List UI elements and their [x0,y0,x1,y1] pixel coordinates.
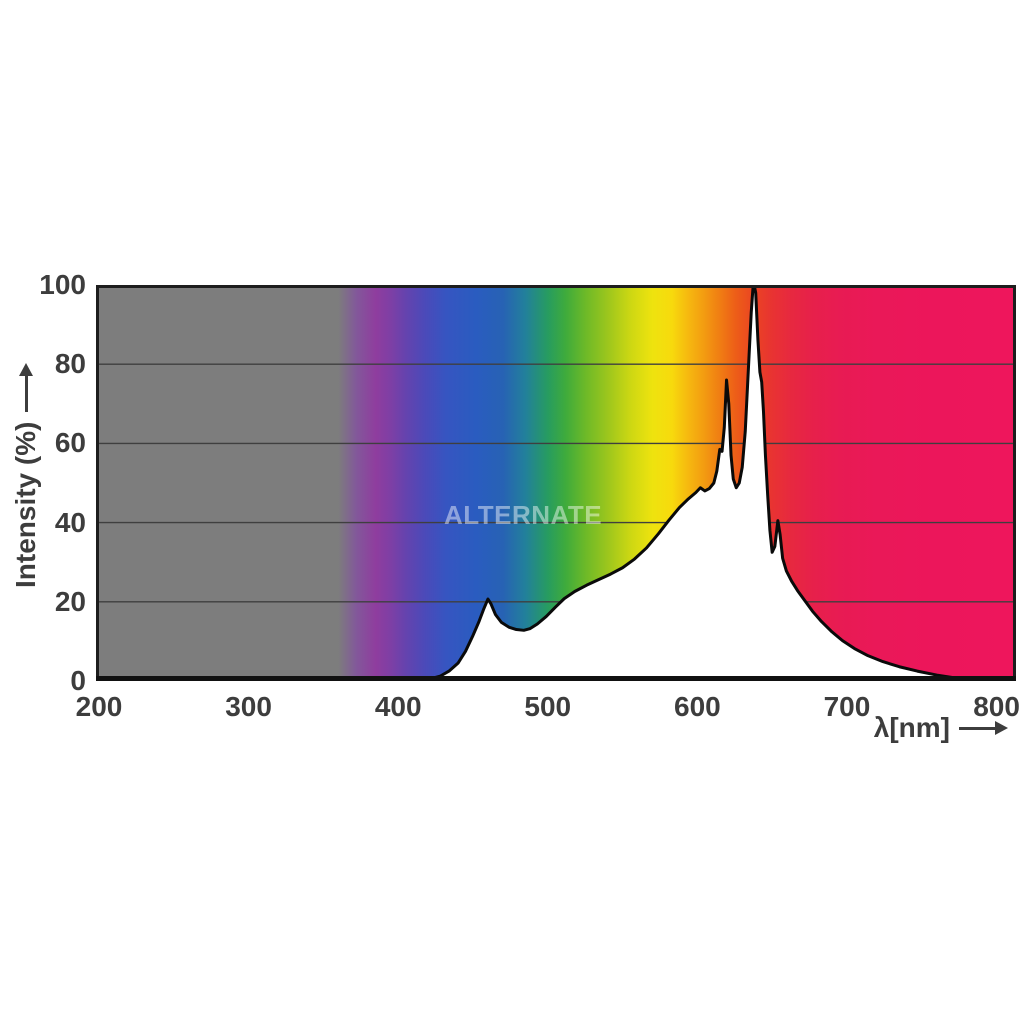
x-tick-label-500: 500 [524,691,572,722]
x-tick-label-200: 200 [75,691,123,722]
x-axis-title: λ[nm] [874,712,1008,744]
x-tick-label-300: 300 [225,691,272,722]
x-tick-label-800: 800 [973,691,1020,722]
under-curve-white-area [96,285,1016,681]
alternate-watermark: ALTERNATE [444,500,603,530]
y-tick-label-20: 20 [54,585,86,617]
y-tick-label-40: 40 [54,506,86,538]
x-tick-label-400: 400 [374,691,422,722]
intensity-curve [96,285,1016,681]
spectrum-chart-plot-area [96,285,1016,681]
y-tick-label-80: 80 [54,348,86,380]
x-axis-title-text: λ[nm] [873,712,950,743]
x-axis-right-arrow-icon [959,721,1008,735]
y-tick-label-60: 60 [54,427,86,459]
x-tick-label-700: 700 [823,691,871,722]
y-tick-label-0: 0 [70,665,86,696]
x-tick-label-600: 600 [674,691,721,722]
spectrum-chart-svg [96,285,1016,681]
y-tick-label-100: 100 [39,269,86,300]
